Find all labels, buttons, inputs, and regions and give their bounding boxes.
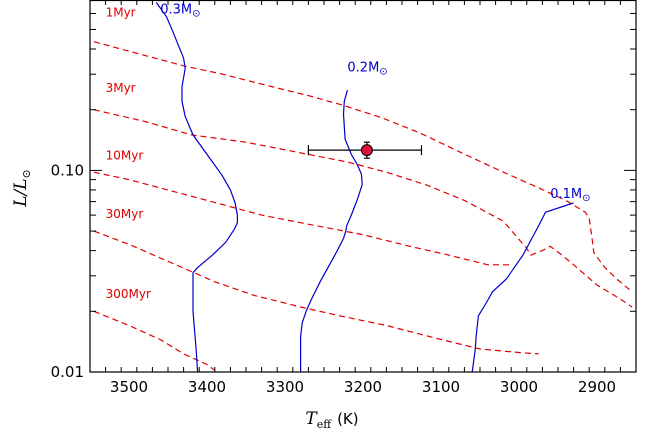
x-axis-symbol: T <box>305 409 318 429</box>
mass-track-1: 0.2M⊙ <box>300 60 388 372</box>
isochrone-label-3: 30Myr <box>106 207 144 221</box>
isochrone-line-1 <box>93 109 633 308</box>
data-point-marker <box>360 144 373 157</box>
mass-track-line-2 <box>471 202 574 372</box>
mass-track-line-0 <box>155 2 238 372</box>
isochrone-line-4 <box>93 310 216 371</box>
data-point-layer <box>307 141 423 159</box>
x-tick-label: 3200 <box>344 378 382 396</box>
y-tick-label: 0.10 <box>51 161 84 179</box>
x-tick-label: 3500 <box>110 378 148 396</box>
mass-track-layer: 0.3M⊙ 0.2M⊙ 0.1M⊙ <box>155 2 590 372</box>
y-axis-symbol: L/L <box>11 178 31 207</box>
isochrone-line-0 <box>93 41 633 293</box>
plot-frame <box>89 0 637 373</box>
mass-track-line-1 <box>300 90 363 372</box>
mass-track-label-1: 0.2M⊙ <box>347 60 387 77</box>
isochrone-line-3 <box>93 230 539 355</box>
axis-layer: 3500 3400 3300 3200 3100 3000 2900 0.01 0.10 <box>51 0 637 396</box>
x-tick-label: 3400 <box>188 378 226 396</box>
isochrone-label-2: 10Myr <box>106 149 144 163</box>
isochrone-label-1: 3Myr <box>106 81 136 95</box>
x-axis-unit: (K) <box>337 410 359 428</box>
x-tick-label: 3000 <box>500 378 538 396</box>
x-tick-label: 2900 <box>578 378 616 396</box>
isochrone-label-0: 1Myr <box>106 5 136 19</box>
mass-track-label-2: 0.1M⊙ <box>550 187 590 204</box>
mass-track-0: 0.3M⊙ <box>155 2 238 372</box>
x-tick-label: 3300 <box>266 378 304 396</box>
x-axis-title: Teff (K) <box>305 409 358 431</box>
mass-track-2: 0.1M⊙ <box>471 187 590 372</box>
isochrone-layer: 1Myr 3Myr 10Myr 30Myr 300Myr <box>93 5 633 371</box>
y-tick-label: 0.01 <box>51 363 84 381</box>
y-axis-title: L/L⊙ <box>11 169 33 208</box>
x-axis-subscript: eff <box>317 418 333 431</box>
x-tick-label: 3100 <box>422 378 460 396</box>
y-axis-subscript: ⊙ <box>20 169 33 178</box>
isochrone-label-4: 300Myr <box>106 287 151 301</box>
isochrone-line-2 <box>93 171 512 266</box>
mass-track-label-0: 0.3M⊙ <box>160 2 200 19</box>
